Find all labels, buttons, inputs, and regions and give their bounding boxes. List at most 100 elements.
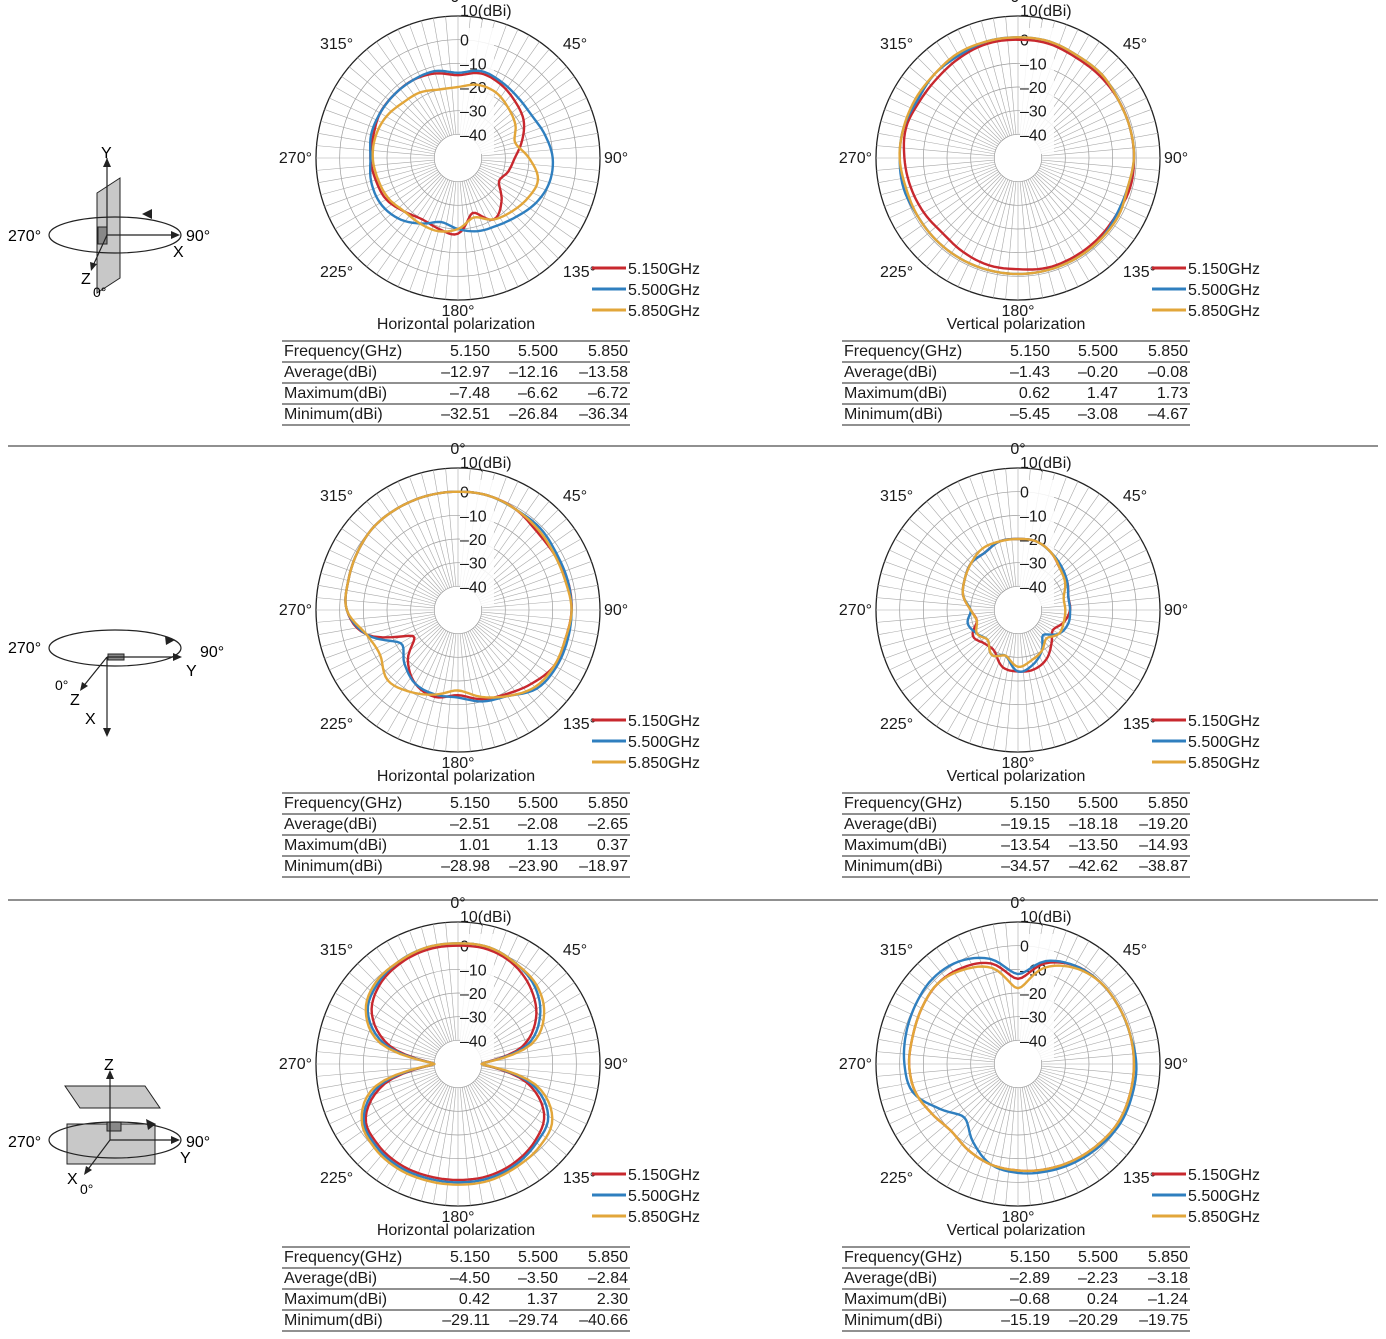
table-value-cell: 5.850 [588, 1249, 628, 1266]
polar-spoke [480, 120, 596, 153]
radial-tick-label: 0 [1020, 485, 1029, 502]
polar-spoke [1040, 1071, 1152, 1113]
angle-label: 45° [1123, 36, 1147, 53]
table-value-cell: –12.16 [509, 364, 558, 381]
polar-spoke [926, 627, 1004, 719]
rotation-ellipse [48, 1121, 182, 1159]
table-value-cell: –0.68 [1010, 1291, 1050, 1308]
axis-label-out: Z [81, 271, 91, 288]
polar-spoke [926, 955, 1004, 1047]
table-value-cell: –5.45 [1010, 406, 1050, 423]
polar-spoke [889, 97, 997, 149]
polar-spoke [316, 597, 435, 609]
axis-label-out: X [67, 1171, 78, 1188]
polar-spoke [433, 470, 455, 587]
polar-spoke [1027, 1085, 1079, 1193]
axis-label-out: Z [70, 692, 80, 709]
angle-label: 135° [563, 264, 596, 281]
polar-spoke [433, 18, 455, 135]
arrow-head [173, 653, 182, 661]
radial-label-backdrop [460, 934, 494, 1060]
polar-spoke [1032, 175, 1110, 267]
polar-spoke [479, 549, 587, 601]
table-value-cell: –18.18 [1069, 816, 1118, 833]
polar-spoke [480, 615, 596, 648]
polar-spoke [475, 1078, 567, 1156]
polar-spoke [969, 180, 1011, 292]
polar-spoke [481, 161, 598, 183]
radial-tick-label: –20 [460, 80, 487, 97]
polar-spoke [324, 109, 436, 151]
polar-spoke [909, 518, 1001, 596]
table-header-cell: Frequency(GHz) [844, 795, 962, 812]
angle-label: 270° [839, 602, 872, 619]
series-line-5500 [344, 490, 573, 703]
polar-spoke [469, 630, 530, 734]
polar-spoke [876, 611, 995, 623]
polar-spoke [909, 66, 1001, 144]
radial-tick-label: –10 [1020, 56, 1047, 73]
polar-spoke [880, 1069, 996, 1102]
arrow-head [80, 682, 88, 691]
polar-spoke [1034, 626, 1119, 711]
axis-label-right: Y [186, 663, 197, 680]
table-header-cell: Average(dBi) [284, 816, 377, 833]
polar-spoke [1040, 561, 1152, 603]
orientation-diagram-1: Y X Z0° 270° 90° [8, 145, 210, 300]
polar-spoke [472, 175, 550, 267]
radial-tick-label: –40 [460, 127, 487, 144]
polar-spoke [433, 633, 455, 750]
table-value-cell: 5.500 [518, 795, 558, 812]
polar-spoke [357, 626, 442, 711]
polar-spoke [409, 24, 451, 136]
angle-label: 0° [450, 895, 465, 912]
polar-spoke [957, 481, 1009, 589]
series-line-5150 [364, 944, 546, 1182]
series-line-5150 [902, 38, 1136, 271]
polar-spoke [980, 180, 1013, 296]
polar-spoke [480, 561, 592, 603]
radial-tick-label: –10 [1020, 508, 1047, 525]
radial-tick-label: –40 [460, 579, 487, 596]
arrow-head [84, 1166, 92, 1175]
polar-spoke [884, 561, 996, 603]
polar-spoke [409, 632, 451, 744]
polar-spoke [463, 632, 496, 748]
polar-spoke [1029, 178, 1090, 282]
polar-spoke [901, 982, 999, 1051]
polar-spoke [409, 476, 451, 588]
polar-spoke [1025, 1086, 1067, 1198]
polar-spoke [409, 930, 451, 1042]
radial-tick-label: –40 [1020, 1033, 1047, 1050]
polar-spoke [472, 1081, 550, 1173]
legend-label: 5.850GHz [628, 755, 700, 772]
table-value-cell: 5.850 [588, 795, 628, 812]
radial-tick-label: –20 [460, 986, 487, 1003]
angle-label: 90° [604, 1056, 628, 1073]
table-value-cell: 0.42 [459, 1291, 490, 1308]
radial-tick-label: 0 [460, 939, 469, 956]
polar-spoke [341, 76, 439, 145]
table-value-cell: 5.500 [1078, 343, 1118, 360]
angle-label: 90° [1164, 150, 1188, 167]
polar-spoke [341, 623, 439, 692]
polar-spoke [1025, 632, 1067, 744]
table-value-cell: –2.84 [588, 1270, 628, 1287]
polar-spoke [909, 624, 1001, 702]
series-line-5850 [344, 490, 573, 699]
polar-spoke [459, 1087, 471, 1206]
polar-spoke [980, 1086, 1013, 1202]
table-header-cell: Average(dBi) [844, 816, 937, 833]
legend-label: 5.850GHz [1188, 755, 1260, 772]
polar-spoke [993, 470, 1015, 587]
arrow-head [90, 262, 97, 271]
polar-chart-1-2: 10(dBi) 0 –10 –20 –30 –40 0° 45° 90° 135° 180° 225°… [839, 0, 1260, 426]
polar-spoke [420, 1086, 453, 1202]
polar-spoke [475, 172, 567, 250]
table-header-cell: Maximum(dBi) [284, 385, 387, 402]
polar-spoke [957, 179, 1009, 287]
polar-spoke [316, 145, 435, 157]
polar-spoke [993, 181, 1015, 298]
table-header-cell: Frequency(GHz) [844, 343, 962, 360]
polar-spoke [324, 1071, 436, 1113]
